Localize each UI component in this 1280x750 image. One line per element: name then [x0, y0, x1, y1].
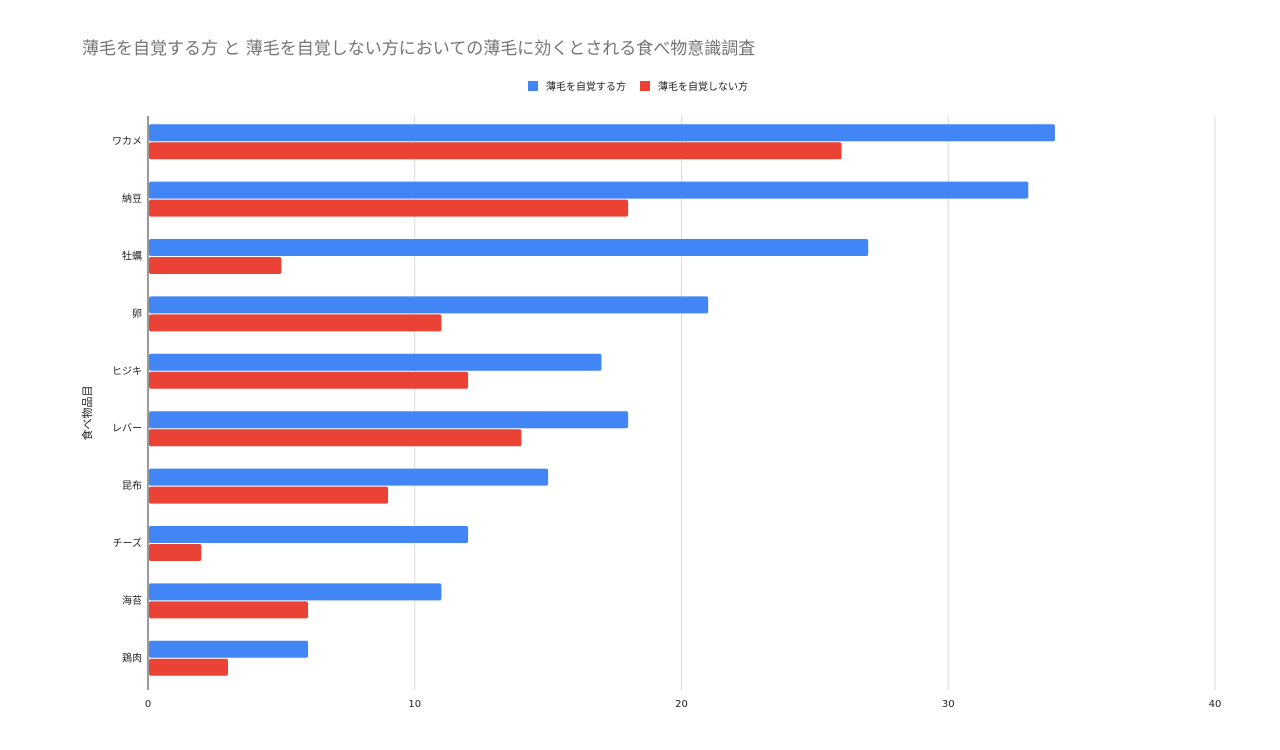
- bars-group: [149, 124, 1055, 676]
- legend-swatch-series-1: [528, 80, 538, 91]
- bar-series-2[interactable]: [149, 601, 309, 619]
- category-label: ワカメ: [112, 136, 142, 148]
- category-label: ヒジキ: [112, 365, 142, 377]
- legend-swatch-series-2: [640, 80, 650, 91]
- bar-series-1[interactable]: [149, 468, 549, 486]
- y-axis-title: 食べ物品目: [80, 386, 94, 441]
- bar-series-1[interactable]: [149, 239, 869, 256]
- bar-series-2[interactable]: [149, 486, 389, 504]
- bar-series-1[interactable]: [149, 526, 469, 543]
- legend-item-series-1[interactable]: 薄毛を自覚する方: [528, 78, 626, 93]
- bar-series-2[interactable]: [149, 429, 522, 447]
- bar-series-2[interactable]: [149, 314, 442, 332]
- x-tick-label: 30: [942, 699, 955, 710]
- bar-series-2[interactable]: [149, 371, 469, 389]
- legend: 薄毛を自覚する方 薄毛を自覚しない方: [528, 78, 762, 93]
- bar-series-2[interactable]: [149, 199, 629, 217]
- bar-series-2[interactable]: [149, 544, 202, 561]
- category-label: 牡蠣: [122, 250, 142, 263]
- bar-series-1[interactable]: [149, 296, 709, 314]
- x-tick-label: 20: [675, 699, 688, 710]
- category-label: 卵: [132, 308, 142, 320]
- x-tick-label: 0: [145, 699, 151, 710]
- bar-series-2[interactable]: [149, 257, 282, 274]
- category-label: レバー: [112, 423, 142, 435]
- chart-title: 薄毛を自覚する方 と 薄毛を自覚しない方においての薄毛に効くとされる食べ物意識調…: [82, 39, 756, 59]
- bar-series-1[interactable]: [149, 640, 309, 658]
- bar-series-1[interactable]: [149, 124, 1055, 142]
- x-tick-label: 10: [408, 699, 421, 710]
- category-label: 海苔: [122, 594, 142, 607]
- bar-series-2[interactable]: [149, 658, 229, 676]
- x-tick-label: 40: [1209, 699, 1222, 710]
- legend-label-series-2: 薄毛を自覚しない方: [658, 82, 748, 93]
- bar-series-1[interactable]: [149, 411, 629, 429]
- x-axis-tick-labels: 0 10 20 30 40: [145, 699, 1222, 710]
- bar-series-1[interactable]: [149, 583, 442, 601]
- legend-item-series-2[interactable]: 薄毛を自覚しない方: [640, 78, 748, 93]
- bar-series-2[interactable]: [149, 142, 842, 160]
- bar-series-1[interactable]: [149, 353, 602, 371]
- category-label: 鶏肉: [122, 651, 142, 664]
- category-label: 昆布: [122, 480, 142, 492]
- category-label: チーズ: [113, 537, 143, 550]
- category-label: 納豆: [122, 192, 142, 205]
- bar-series-1[interactable]: [149, 181, 1029, 199]
- legend-label-series-1: 薄毛を自覚する方: [546, 82, 626, 93]
